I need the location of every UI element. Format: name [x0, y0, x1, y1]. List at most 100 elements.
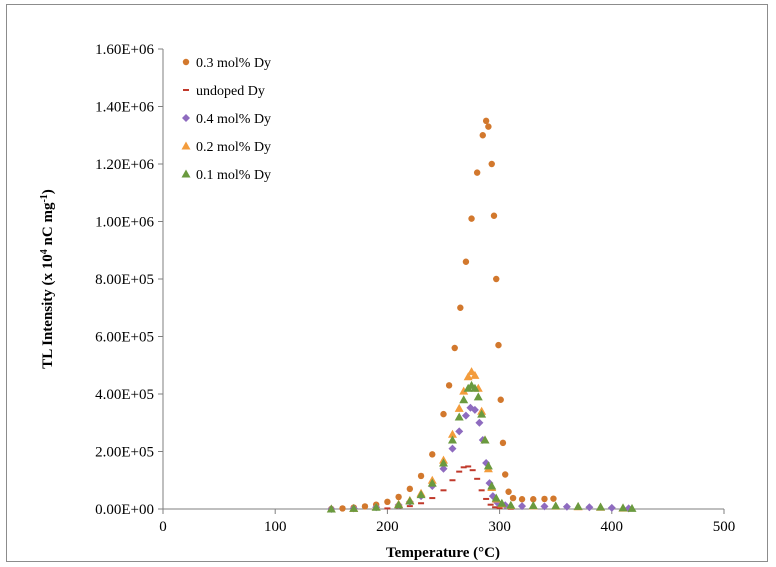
x-tick-label: 100 — [264, 519, 287, 535]
legend-label: 0.4 mol% Dy — [196, 112, 271, 127]
data-point — [405, 496, 415, 505]
data-point — [384, 498, 391, 506]
data-point — [448, 444, 457, 453]
data-point — [528, 501, 538, 510]
legend: 0.3 mol% Dy undoped Dy 0.4 mol% Dy 0.2 mol%… — [181, 56, 271, 183]
legend-marker — [181, 169, 191, 178]
y-tick-label: 0.00E+00 — [95, 502, 154, 518]
series-layer — [326, 117, 637, 513]
x-axis-title: Temperature (°C) — [386, 545, 500, 561]
data-point — [487, 503, 494, 506]
data-point — [488, 160, 495, 168]
x-tick-label: 300 — [488, 519, 511, 535]
data-point — [455, 427, 464, 436]
data-point — [451, 344, 458, 352]
data-point — [462, 258, 470, 265]
data-point — [454, 403, 464, 412]
legend-label: undoped Dy — [196, 84, 265, 99]
data-point — [490, 212, 498, 219]
data-point — [459, 386, 469, 395]
data-point — [607, 503, 616, 512]
data-point — [627, 503, 637, 512]
y-axis-title-sup2: -1 — [39, 194, 50, 202]
data-point — [440, 489, 447, 492]
y-tick-label: 2.00E+05 — [95, 445, 154, 461]
data-point — [530, 496, 537, 503]
data-point — [469, 469, 476, 472]
y-tick-label: 1.20E+06 — [95, 157, 154, 173]
data-point — [585, 503, 594, 512]
series-4 — [326, 380, 637, 513]
legend-marker — [182, 114, 190, 122]
y-tick-label: 1.40E+06 — [95, 100, 154, 116]
data-point — [562, 502, 571, 511]
y-axis-title-sup1: 4 — [39, 249, 50, 254]
data-point — [454, 412, 464, 421]
data-point — [497, 396, 504, 403]
data-point — [456, 470, 463, 473]
legend-label: 0.2 mol% Dy — [196, 140, 271, 155]
x-tick-label: 400 — [601, 519, 624, 535]
data-point — [596, 502, 606, 511]
y-tick-label: 6.00E+05 — [95, 330, 154, 346]
data-point — [417, 472, 425, 480]
data-point — [474, 477, 481, 480]
data-point — [326, 504, 336, 513]
data-point — [478, 489, 485, 492]
chart-frame — [6, 4, 768, 562]
x-tick-label: 500 — [713, 519, 736, 535]
legend-marker — [181, 141, 191, 150]
y-ticks: 0.00E+00 2.00E+05 4.00E+05 6.00E+05 8.00E+05… — [95, 42, 163, 518]
data-point — [540, 502, 549, 511]
data-point — [406, 505, 413, 508]
y-tick-label: 8.00E+05 — [95, 272, 154, 288]
data-point — [470, 383, 480, 392]
data-point — [406, 485, 414, 493]
data-point — [416, 490, 426, 499]
data-point — [460, 466, 467, 469]
legend-label: 0.1 mol% Dy — [196, 168, 271, 183]
data-point — [495, 341, 502, 349]
data-point — [477, 409, 487, 418]
data-point — [468, 215, 475, 222]
data-point — [470, 370, 480, 379]
data-point — [482, 117, 490, 125]
data-point — [439, 464, 448, 473]
data-point — [440, 410, 447, 418]
data-point — [505, 488, 512, 495]
data-point — [550, 495, 557, 502]
data-point — [551, 501, 561, 510]
data-point — [449, 479, 456, 482]
data-point — [485, 123, 492, 130]
data-point — [506, 500, 516, 509]
y-tick-label: 1.60E+06 — [95, 42, 154, 58]
data-point — [463, 372, 473, 381]
data-point — [447, 429, 457, 438]
x-ticks: 0 100 200 300 400 500 — [159, 509, 735, 535]
data-point — [493, 275, 500, 283]
data-point — [492, 506, 499, 509]
data-point — [497, 498, 507, 507]
data-point — [573, 501, 583, 510]
series-0 — [328, 117, 557, 513]
data-point — [349, 503, 359, 512]
data-point — [473, 392, 483, 401]
legend-label: 0.3 mol% Dy — [196, 56, 271, 71]
data-point — [395, 493, 402, 501]
y-axis-title: TL Intensity (x 104 nC mg-1) — [39, 189, 57, 369]
data-point — [491, 493, 501, 502]
data-point — [457, 304, 464, 311]
data-point — [618, 503, 628, 512]
data-point — [429, 451, 436, 458]
data-point — [427, 478, 437, 487]
data-point — [473, 169, 481, 176]
legend-marker — [182, 58, 190, 66]
data-point — [418, 502, 425, 505]
data-point — [479, 132, 486, 139]
data-point — [459, 395, 469, 404]
data-point — [384, 507, 391, 510]
data-point — [499, 439, 507, 447]
data-point — [371, 502, 381, 511]
legend-marker — [183, 89, 189, 91]
